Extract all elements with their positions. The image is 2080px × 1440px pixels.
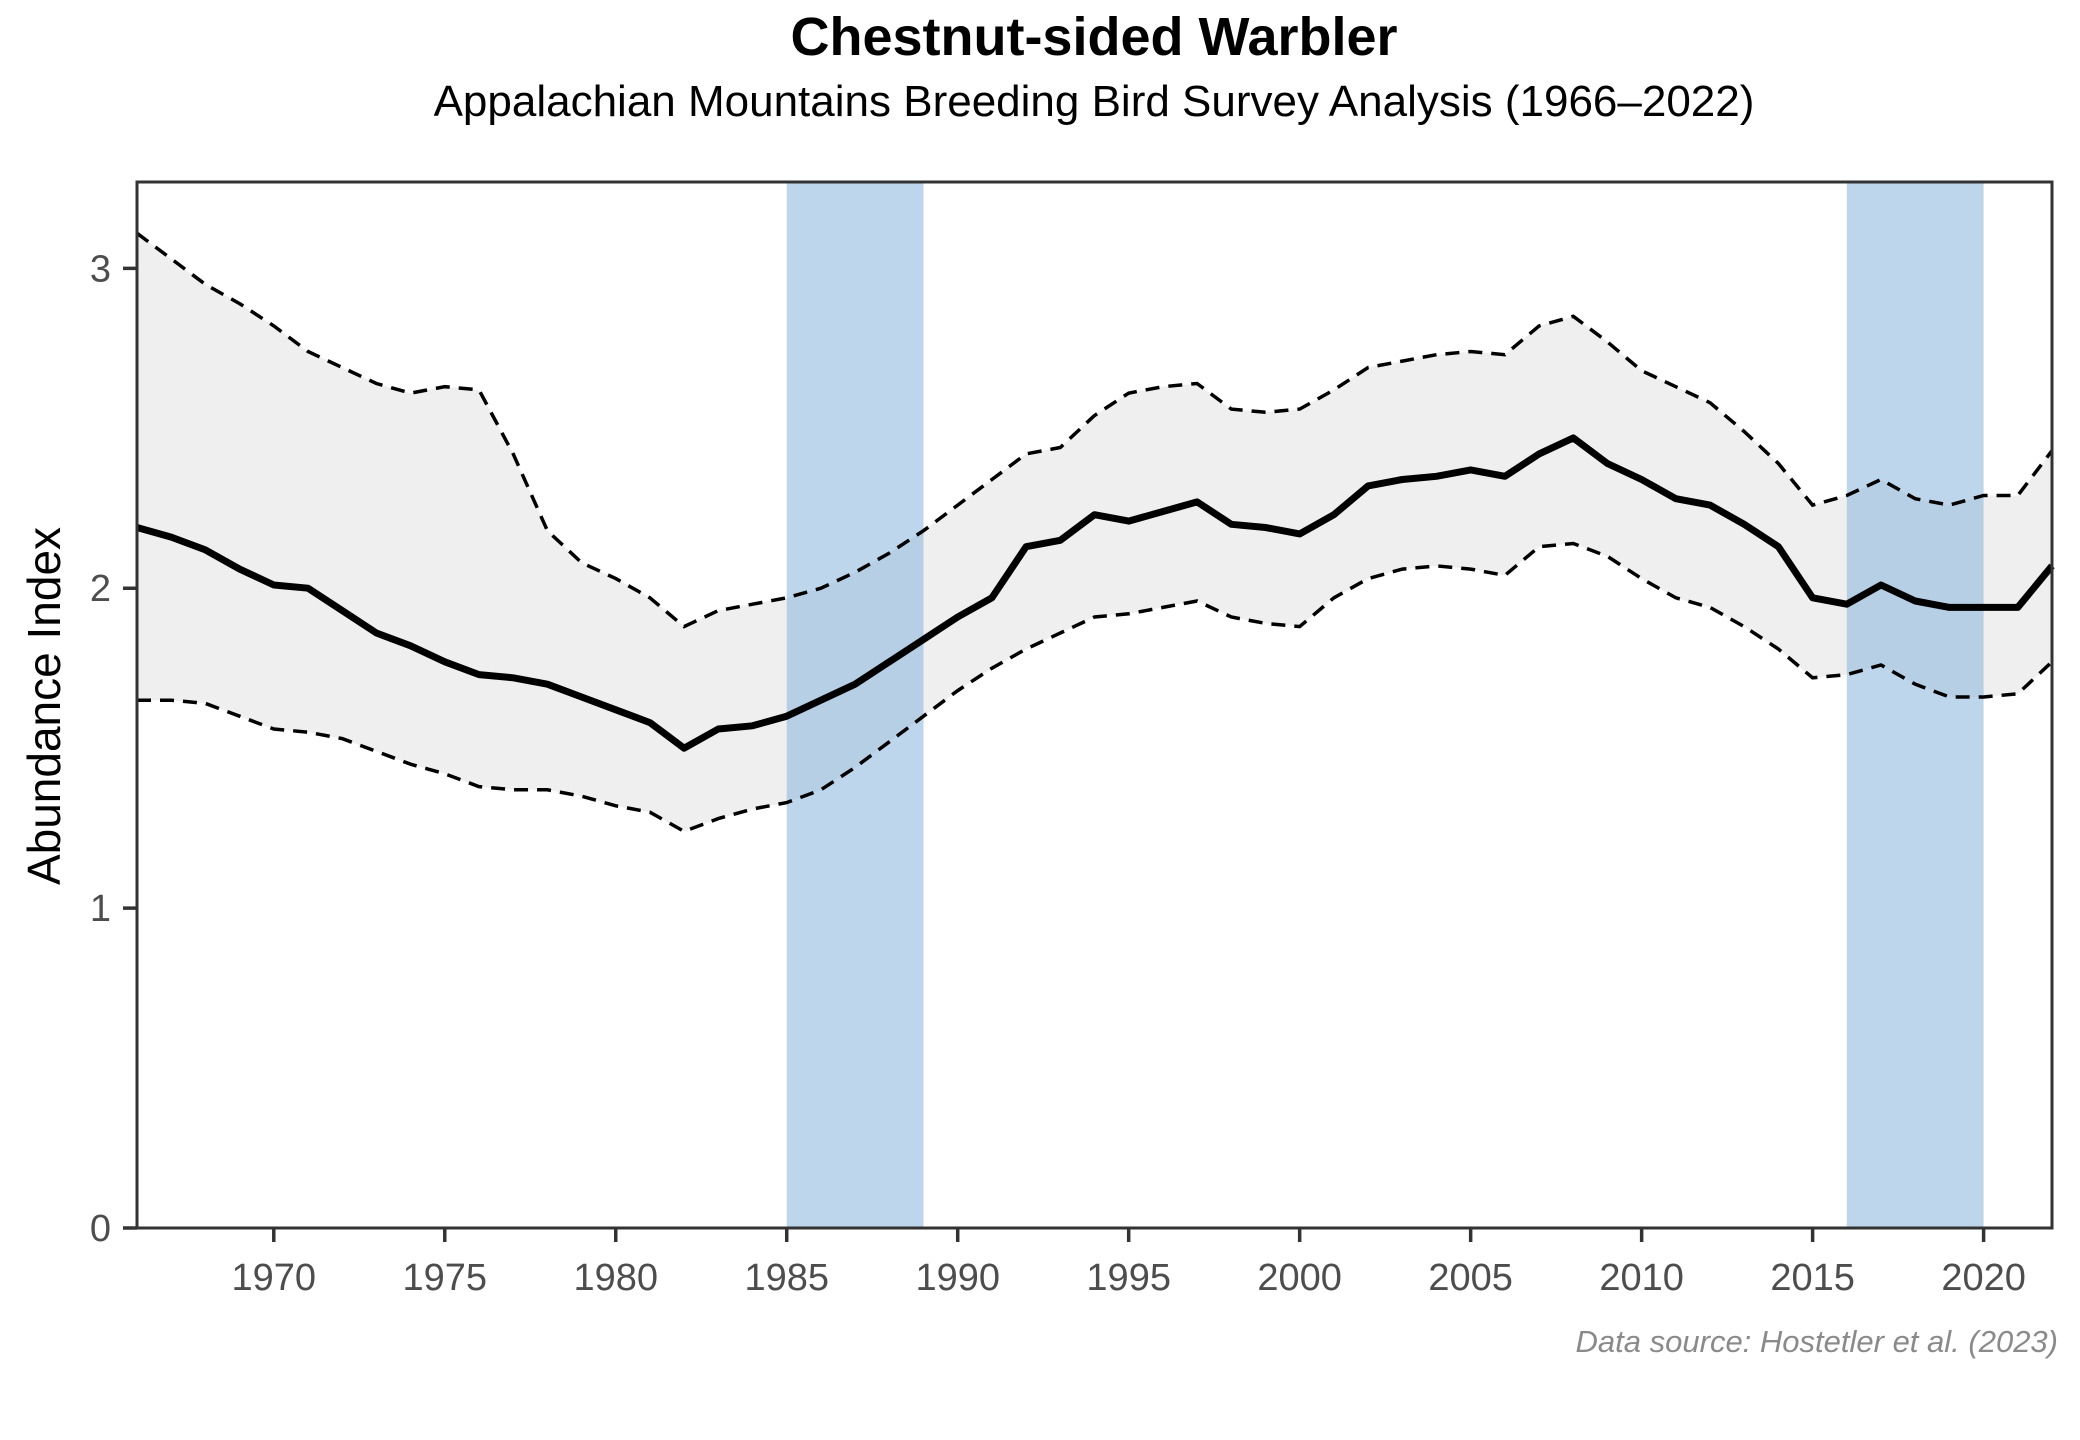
upper-ci-line (135, 231, 2054, 629)
x-axis-tick-label: 2015 (1770, 1257, 1855, 1299)
x-axis-tick-label: 1985 (744, 1257, 829, 1299)
data-source-caption: Data source: Hostetler et al. (2023) (1575, 1324, 2058, 1359)
x-axis-tick-label: 2010 (1599, 1257, 1684, 1299)
x-axis-tick-label: 2000 (1257, 1257, 1342, 1299)
lower-ci-line (137, 541, 2054, 834)
page-subtitle: Appalachian Mountains Breeding Bird Surv… (433, 77, 1755, 126)
y-axis-tick-label: 3 (90, 248, 111, 290)
x-axis-tick-label: 2020 (1941, 1257, 2026, 1299)
x-axis-tick-label: 1975 (402, 1257, 487, 1299)
x-axis-tick-label: 1995 (1086, 1257, 1171, 1299)
highlight-band-2016-2020 (1846, 182, 1984, 1228)
plot-border (135, 180, 2054, 1230)
y-axis-tick-label: 1 (90, 888, 111, 930)
x-axis-tick-label: 1970 (232, 1257, 317, 1299)
x-axis-tick-label: 1990 (915, 1257, 1000, 1299)
page-title: Chestnut-sided Warbler (790, 7, 1398, 67)
abundance-mean-line (136, 434, 2055, 752)
x-axis-tick-label: 1980 (573, 1257, 658, 1299)
y-axis-tick-label: 2 (90, 568, 111, 610)
x-axis-tick-label: 2005 (1428, 1257, 1513, 1299)
y-axis-tick-label: 0 (90, 1208, 111, 1250)
confidence-ribbon (137, 233, 2052, 832)
